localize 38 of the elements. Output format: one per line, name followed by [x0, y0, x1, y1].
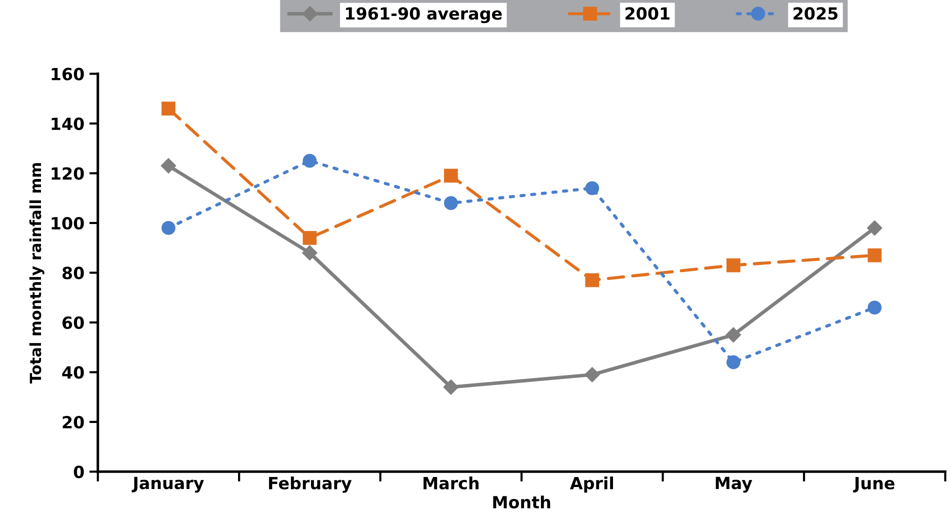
y-tick-label: 140	[52, 117, 84, 130]
point	[162, 102, 176, 116]
point	[584, 367, 600, 382]
y-tick-label: 0	[74, 466, 84, 478]
point	[726, 327, 741, 342]
point	[868, 300, 882, 314]
point	[444, 196, 458, 210]
x-axis-title: Month	[493, 496, 550, 508]
point	[868, 248, 882, 262]
y-tick-label: 120	[52, 167, 84, 180]
point	[160, 158, 176, 174]
point	[867, 220, 882, 236]
point	[585, 273, 600, 288]
point	[162, 221, 176, 235]
y-tick-label: 40	[62, 366, 84, 379]
x-tick-label: April	[570, 476, 614, 493]
point	[444, 168, 458, 183]
point	[302, 230, 317, 245]
legend-label: 2025	[794, 7, 838, 20]
legend-label: 2001	[626, 7, 670, 20]
x-tick-label: March	[424, 476, 479, 490]
point	[726, 258, 740, 272]
point	[726, 355, 740, 370]
point	[302, 154, 317, 168]
x-tick-label: January	[132, 476, 204, 493]
y-tick-label: 100	[52, 216, 84, 230]
y-tick-label: 80	[62, 266, 84, 280]
point	[443, 380, 459, 395]
y-tick-label: 160	[52, 68, 84, 80]
x-tick-label: February	[269, 476, 352, 493]
y-axis-title: Total monthly rainfall mm	[29, 163, 44, 384]
y-tick-label: 20	[62, 416, 84, 428]
y-tick-label: 60	[62, 316, 84, 330]
x-tick-label: May	[716, 476, 752, 493]
point	[585, 181, 600, 196]
legend-label: 1961-90 average	[346, 7, 502, 24]
point	[302, 245, 318, 260]
x-tick-label: June	[853, 477, 894, 493]
